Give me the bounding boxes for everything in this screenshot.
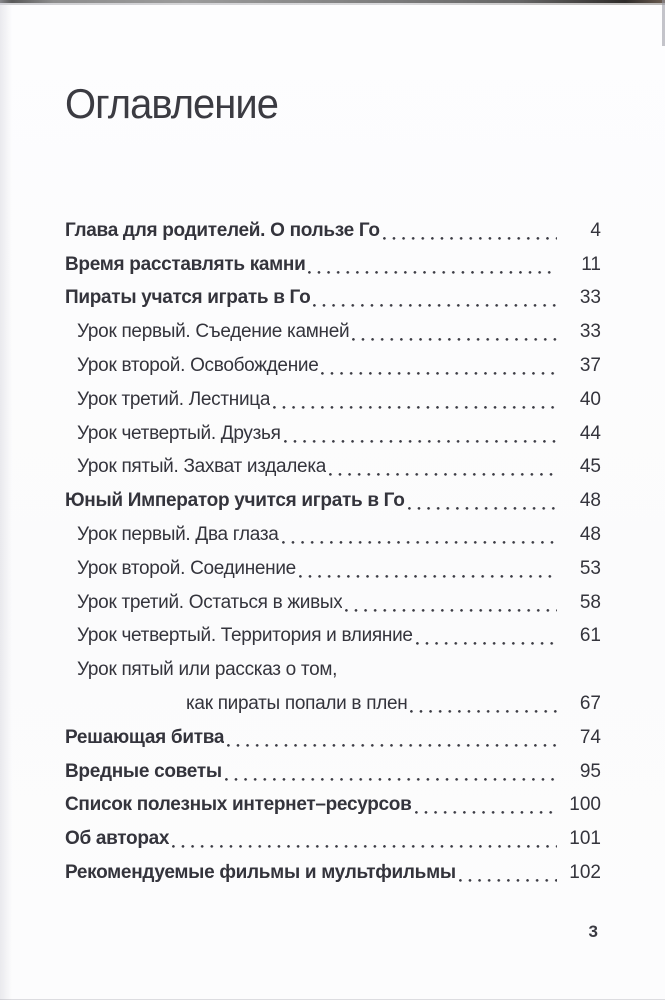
- leader-dots: [273, 405, 557, 409]
- toc-entry-page: 45: [579, 456, 601, 478]
- toc-entry-label: Вредные советы: [65, 761, 222, 781]
- toc-entry-page: 53: [579, 557, 601, 579]
- toc-entry-label: Об авторах: [65, 829, 170, 849]
- leader-dots: [172, 845, 557, 849]
- toc-entry-label: Урок пятый. Захват издалека: [77, 457, 327, 477]
- toc-entry: Урок пятый или рассказ о том,: [65, 652, 601, 686]
- leader-dots: [415, 642, 557, 646]
- leader-dots: [321, 371, 557, 375]
- toc-entry: Урок четвертый. Друзья 44: [65, 416, 601, 450]
- toc-entry-page: 37: [579, 354, 601, 376]
- leader-dots: [414, 811, 557, 815]
- toc-entry-label: Урок первый. Съедение камней: [77, 322, 350, 342]
- toc-entry-label: Урок пятый или рассказ о том,: [77, 660, 338, 680]
- leader-dots: [283, 439, 557, 443]
- toc-entry: Урок второй. Освобождение 37: [65, 348, 601, 382]
- table-of-contents: Глава для родителей. О пользе Го 4 Время…: [65, 213, 601, 889]
- toc-entry-page: 61: [579, 625, 601, 647]
- toc-entry-page: 67: [579, 692, 601, 714]
- leader-dots: [407, 507, 557, 511]
- toc-entry-label: Урок второй. Освобождение: [77, 355, 319, 375]
- leader-dots: [382, 236, 557, 240]
- toc-entry-label: Список полезных интернет–ресурсов: [65, 795, 412, 815]
- toc-entry-page: 48: [579, 490, 601, 512]
- toc-entry-label: как пираты попали в плен: [186, 693, 408, 713]
- leader-dots: [410, 709, 557, 713]
- toc-entry-label: Пираты учатся играть в Го: [65, 288, 311, 308]
- leader-dots: [345, 608, 557, 612]
- toc-entry: Время расставлять камни 11: [65, 247, 601, 281]
- page-top-edge: [0, 0, 665, 3]
- toc-entry-page: 11: [581, 253, 601, 275]
- toc-entry-page: 33: [579, 287, 601, 309]
- toc-entry-label: Решающая битва: [65, 727, 225, 747]
- toc-entry-page: 44: [579, 422, 601, 444]
- page-right-edge-shadow: [662, 0, 665, 46]
- leader-dots: [458, 878, 557, 882]
- toc-entry-label: Глава для родителей. О пользе Го: [65, 220, 380, 240]
- leader-dots: [224, 777, 557, 781]
- toc-entry: Решающая битва 74: [65, 720, 601, 754]
- folio-page-number: 3: [588, 922, 598, 941]
- toc-entry: Урок третий. Лестница 40: [65, 382, 601, 416]
- toc-entry-label: Урок четвертый. Территория и влияние: [77, 626, 413, 646]
- toc-entry: Урок четвертый. Территория и влияние 61: [65, 619, 601, 653]
- toc-entry-label: Юный Император учится играть в Го: [65, 491, 405, 511]
- toc-entry-label: Урок второй. Соединение: [77, 558, 296, 578]
- toc-entry: Пираты учатся играть в Го 33: [65, 281, 601, 315]
- toc-entry: Урок первый. Два глаза 48: [65, 517, 601, 551]
- leader-dots: [281, 540, 557, 544]
- toc-entry-page: 58: [579, 591, 601, 613]
- page-left-edge-shadow: [0, 0, 12, 1000]
- toc-entry-label: Урок четвертый. Друзья: [77, 423, 281, 443]
- toc-entry-page: 40: [579, 388, 601, 410]
- toc-entry-page: 95: [579, 760, 601, 782]
- toc-entry-page: 102: [569, 861, 601, 883]
- toc-entry: Урок первый. Съедение камней 33: [65, 314, 601, 348]
- toc-entry: Урок третий. Остаться в живых 58: [65, 585, 601, 619]
- toc-entry: Список полезных интернет–ресурсов 100: [65, 788, 601, 822]
- toc-entry: Урок пятый. Захват издалека 45: [65, 450, 601, 484]
- toc-entry-page: 48: [579, 523, 601, 545]
- toc-entry-page: 74: [579, 726, 601, 748]
- toc-entry-label: Урок первый. Два глаза: [77, 524, 279, 544]
- leader-dots: [329, 473, 557, 477]
- toc-entry: Урок второй. Соединение 53: [65, 551, 601, 585]
- page-title: Оглавление: [65, 80, 279, 127]
- page-top-edge-shadow: [0, 3, 665, 5]
- leader-dots: [227, 743, 557, 747]
- leader-dots: [340, 676, 557, 679]
- toc-entry-page: 33: [579, 321, 601, 343]
- leader-dots: [313, 304, 557, 308]
- toc-entry-label: Урок третий. Лестница: [77, 389, 271, 409]
- toc-entry-page: 101: [569, 828, 601, 850]
- toc-entry-label: Урок третий. Остаться в живых: [77, 592, 343, 612]
- toc-entry: как пираты попали в плен 67: [65, 686, 601, 720]
- toc-entry: Рекомендуемые фильмы и мультфильмы 102: [65, 855, 601, 889]
- toc-entry: Глава для родителей. О пользе Го 4: [65, 213, 601, 247]
- toc-entry-page: 4: [590, 219, 601, 241]
- toc-entry-label: Рекомендуемые фильмы и мультфильмы: [65, 862, 456, 882]
- leader-dots: [298, 574, 557, 578]
- leader-dots: [352, 338, 557, 342]
- toc-entry: Вредные советы 95: [65, 754, 601, 788]
- toc-entry: Об авторах 101: [65, 821, 601, 855]
- leader-dots: [308, 270, 557, 274]
- toc-entry-page: 100: [569, 794, 601, 816]
- toc-entry-label: Время расставлять камни: [65, 254, 306, 274]
- toc-entry: Юный Император учится играть в Го 48: [65, 483, 601, 517]
